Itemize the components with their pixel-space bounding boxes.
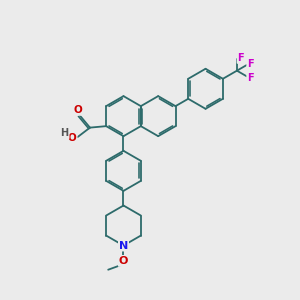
Text: F: F <box>247 58 254 69</box>
Text: O: O <box>74 105 82 115</box>
Text: O: O <box>119 256 128 266</box>
Text: F: F <box>237 53 244 63</box>
Text: O: O <box>68 133 77 143</box>
Text: N: N <box>119 241 128 250</box>
Text: F: F <box>247 73 254 83</box>
Text: H: H <box>61 128 69 138</box>
